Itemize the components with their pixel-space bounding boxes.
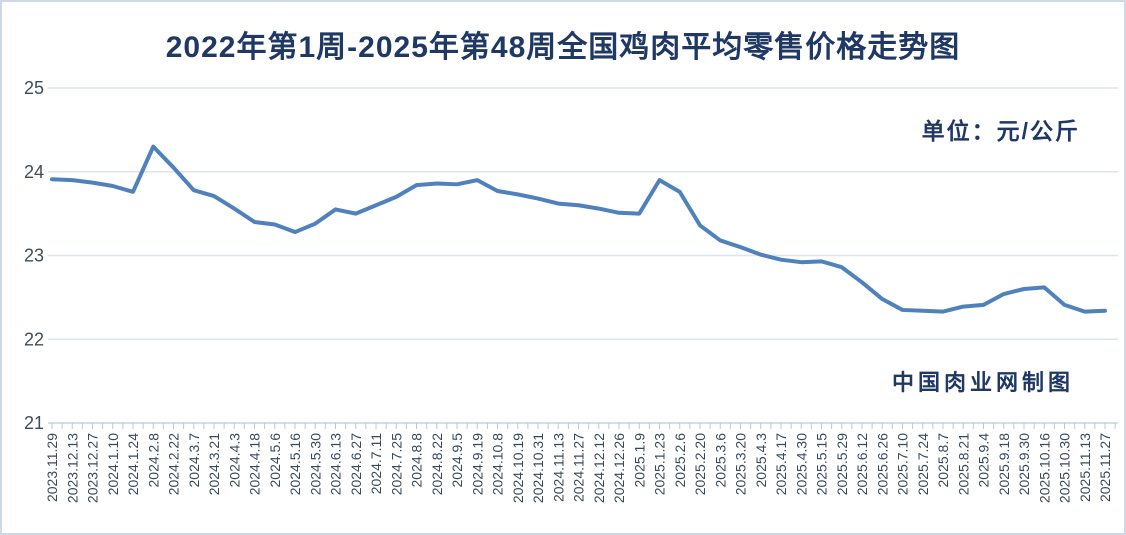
- x-axis-label: 2025.8.21: [955, 433, 971, 495]
- x-axis-label: 2025.6.12: [854, 433, 870, 495]
- x-axis-label: 2025.8.7: [935, 433, 951, 488]
- x-axis-label: 2023.12.27: [85, 433, 101, 503]
- y-axis-label: 21: [24, 413, 44, 433]
- x-axis-label: 2024.2.22: [166, 433, 182, 495]
- x-axis-label: 2024.9.19: [469, 433, 485, 495]
- x-axis-label: 2024.8.8: [409, 433, 425, 488]
- x-axis-label: 2024.4.18: [247, 433, 263, 495]
- credit-label: 中国肉业网制图: [891, 370, 1074, 395]
- x-axis-label: 2024.2.8: [145, 433, 161, 488]
- x-axis-label: 2024.3.21: [206, 433, 222, 495]
- x-axis-label: 2024.5.16: [287, 433, 303, 495]
- unit-label: 单位：元/公斤: [921, 118, 1080, 144]
- x-axis-label: 2024.1.10: [105, 433, 121, 495]
- x-axis-label: 2025.5.15: [814, 433, 830, 495]
- x-axis-label: 2025.1.9: [631, 433, 647, 488]
- x-axis-label: 2025.3.20: [733, 433, 749, 495]
- x-axis-label: 2025.3.6: [712, 433, 728, 488]
- x-axis-label: 2025.4.17: [773, 433, 789, 495]
- x-axis-label: 2025.10.30: [1057, 433, 1073, 503]
- x-axis-label: 2024.11.27: [571, 433, 587, 502]
- price-line: [50, 144, 1107, 314]
- x-axis-label: 2024.8.22: [429, 433, 445, 495]
- x-axis-label: 2025.4.3: [753, 433, 769, 488]
- x-axis-label: 2024.9.5: [449, 433, 465, 488]
- x-axis-label: 2025.9.4: [976, 433, 992, 488]
- x-axis-label: 2024.7.11: [368, 433, 384, 494]
- x-axis-label: 2024.10.31: [530, 433, 546, 503]
- x-axis-label: 2024.3.7: [186, 433, 202, 488]
- chart-title: 2022年第1周-2025年第48周全国鸡肉平均零售价格走势图: [165, 31, 961, 64]
- x-axis-label: 2024.12.26: [611, 433, 627, 503]
- x-axis-label: 2024.11.13: [550, 433, 566, 502]
- x-axis-label: 2024.12.12: [591, 433, 607, 503]
- x-axis-label: 2025.7.24: [915, 433, 931, 495]
- y-axis-label: 22: [24, 329, 44, 349]
- x-axis-label: 2024.10.19: [510, 433, 526, 503]
- y-axis-label: 24: [24, 162, 44, 182]
- x-axis-label: 2024.1.24: [125, 433, 141, 495]
- x-axis-label: 2025.11.27: [1097, 433, 1113, 502]
- x-axis-label: 2024.7.25: [388, 433, 404, 495]
- x-axis-label: 2024.6.27: [348, 433, 364, 495]
- x-axis-label: 2024.6.13: [328, 433, 344, 495]
- y-axis-label: 23: [24, 246, 44, 266]
- x-axis-label: 2023.11.29: [44, 433, 60, 502]
- x-axis-label: 2025.4.30: [793, 433, 809, 495]
- x-axis-label: 2025.5.29: [834, 433, 850, 495]
- x-axis-label: 2024.4.3: [226, 433, 242, 488]
- x-axis-label: 2025.6.26: [874, 433, 890, 495]
- x-axis-label: 2023.12.13: [64, 433, 80, 503]
- x-axis-label: 2025.10.16: [1036, 433, 1052, 503]
- x-axis-label: 2025.7.10: [895, 433, 911, 495]
- x-axis-label: 2024.10.8: [490, 433, 506, 495]
- x-axis-label: 2025.1.23: [652, 433, 668, 495]
- x-axis-label: 2025.9.30: [1016, 433, 1032, 495]
- x-axis-label: 2025.2.6: [672, 433, 688, 488]
- x-axis-label: 2024.5.6: [267, 433, 283, 488]
- y-axis-label: 25: [24, 78, 44, 98]
- x-axis-label: 2025.11.13: [1077, 433, 1093, 502]
- x-axis-label: 2024.5.30: [307, 433, 323, 495]
- x-axis-label: 2025.2.20: [692, 433, 708, 495]
- x-axis-label: 2025.9.18: [996, 433, 1012, 495]
